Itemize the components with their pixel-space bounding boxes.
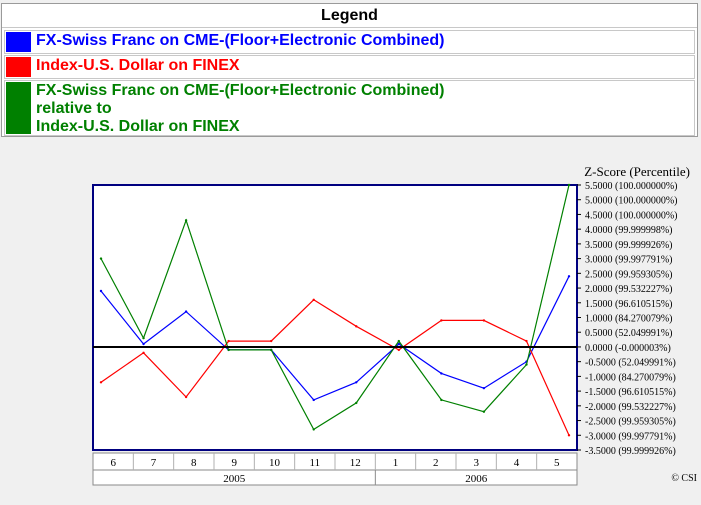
legend: Legend FX-Swiss Franc on CME-(Floor+Elec… (1, 3, 698, 137)
legend-swatch-blue (6, 32, 31, 52)
y-tick-label: 3.0000 (99.997791%) (585, 255, 673, 266)
y-tick-label: -1.0000 (84.270079%) (585, 372, 676, 383)
y-tick-label: 0.5000 (52.049991%) (585, 328, 673, 339)
x-tick-label: 9 (231, 457, 237, 469)
series-1-point (227, 339, 230, 343)
series-0-point (99, 289, 103, 293)
series-2-point (227, 348, 230, 352)
series-0-point (482, 386, 486, 390)
legend-item-relative: FX-Swiss Franc on CME-(Floor+Electronic … (4, 80, 695, 136)
y-tick-label: 5.5000 (100.000000%) (585, 181, 678, 192)
y-tick-label: 2.0000 (99.532227%) (585, 284, 673, 295)
x-tick-label: 4 (514, 457, 520, 469)
copyright-label: © CSI (671, 473, 697, 484)
series-line-0 (100, 276, 570, 401)
y-tick-label: 2.5000 (99.959305%) (585, 269, 673, 280)
series-layer (99, 183, 571, 437)
series-0-point (312, 398, 315, 402)
series-1-point (269, 339, 273, 343)
y-tick-label: 4.0000 (99.999998%) (585, 225, 673, 236)
legend-label: FX-Swiss Franc on CME-(Floor+Electronic … (36, 32, 445, 49)
series-1-point (99, 381, 103, 384)
x-tick-label: 10 (269, 457, 281, 469)
x-tick-label: 2 (433, 457, 439, 469)
legend-swatch-green (6, 82, 31, 134)
y-tick-label: -0.5000 (52.049991%) (585, 358, 676, 369)
series-2-point (269, 348, 273, 352)
series-2-point (99, 257, 103, 260)
y-tick-label: -1.5000 (96.610515%) (585, 387, 676, 398)
series-0-point (184, 310, 188, 313)
line-chart: Z-Score (Percentile) 5.5000 (100.000000%… (92, 164, 697, 486)
x-tick-label: 11 (310, 457, 321, 469)
series-2-point (525, 363, 528, 366)
series-0-point (567, 275, 571, 278)
y-tick-label: -3.0000 (99.997791%) (585, 431, 676, 442)
legend-swatch-red (6, 57, 31, 77)
chart-area: Z-Score (Percentile) 5.5000 (100.000000%… (0, 140, 701, 500)
y-tick-label: 1.0000 (84.270079%) (585, 314, 673, 325)
series-line-2 (100, 184, 570, 431)
x-tick-label: 6 (110, 457, 116, 469)
x-year-label: 2005 (223, 473, 246, 485)
plot-area (92, 184, 578, 451)
series-1-point (567, 434, 571, 437)
series-0-point (397, 342, 401, 346)
series-0-point (355, 381, 358, 384)
series-1-point (440, 319, 443, 322)
series-2-point (184, 219, 188, 222)
series-1-point (525, 339, 528, 343)
legend-label: FX-Swiss Franc on CME-(Floor+Electronic … (36, 82, 445, 135)
series-0-point (142, 342, 145, 346)
y-tick-label: 0.0000 (-0.000003%) (585, 343, 671, 354)
y-tick-label: -2.5000 (99.959305%) (585, 417, 676, 428)
x-tick-label: 7 (151, 457, 157, 469)
y-tick-label: -3.5000 (99.999926%) (585, 446, 676, 457)
legend-item-swiss-franc: FX-Swiss Franc on CME-(Floor+Electronic … (4, 30, 695, 54)
series-1-point (312, 298, 315, 302)
series-2-point (440, 398, 443, 402)
series-1-point (184, 395, 188, 399)
series-2-point (567, 183, 571, 187)
y-axis-title: Z-Score (Percentile) (584, 164, 690, 179)
series-2-point (482, 410, 486, 413)
x-tick-label: 5 (554, 457, 560, 469)
series-1-point (142, 351, 145, 355)
y-tick-label: 4.5000 (100.000000%) (585, 210, 678, 221)
x-tick-label: 12 (350, 457, 361, 469)
x-tick-label: 3 (473, 457, 479, 469)
series-1-point (397, 348, 401, 352)
x-tick-label: 8 (191, 457, 197, 469)
series-2-point (355, 401, 358, 405)
series-2-point (312, 428, 315, 431)
y-tick-label: 3.5000 (99.999926%) (585, 240, 673, 251)
series-2-point (142, 336, 145, 340)
legend-title: Legend (2, 4, 697, 28)
series-2-point (397, 339, 401, 343)
series-1-point (482, 319, 486, 322)
y-tick-label: 5.0000 (100.000000%) (585, 196, 678, 207)
legend-item-us-dollar: Index-U.S. Dollar on FINEX (4, 55, 695, 79)
series-line-1 (100, 299, 570, 436)
series-1-point (355, 325, 358, 328)
series-0-point (440, 372, 443, 375)
y-axis-ticks: 5.5000 (100.000000%) 5.0000 (100.000000%)… (577, 181, 678, 457)
x-tick-label: 1 (393, 457, 399, 469)
x-year-label: 2006 (465, 473, 488, 485)
y-tick-label: -2.0000 (99.532227%) (585, 402, 676, 413)
y-tick-label: 1.5000 (96.610515%) (585, 299, 673, 310)
legend-label: Index-U.S. Dollar on FINEX (36, 57, 240, 74)
